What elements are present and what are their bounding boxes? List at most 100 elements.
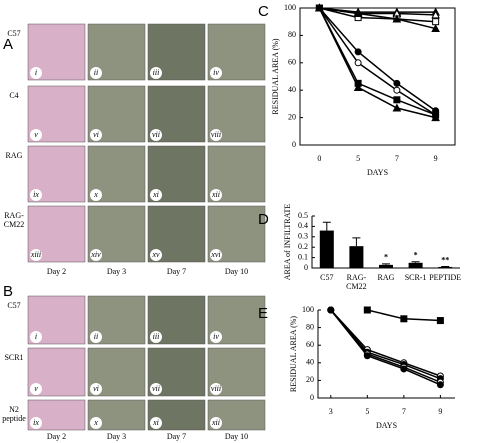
x-tick-label: 9 xyxy=(434,154,438,163)
significance-mark: ** xyxy=(441,255,449,264)
photo-numeral: xi xyxy=(152,190,159,199)
numeral-badge xyxy=(90,417,102,429)
y-tick-label: 40 xyxy=(306,358,314,367)
x-tick-label: 5 xyxy=(356,154,360,163)
point xyxy=(400,365,408,373)
numeral-badge xyxy=(30,249,42,261)
photo-numeral: xii xyxy=(211,190,220,199)
y-tick-label: 0 xyxy=(304,263,308,272)
x-tick-label: 7 xyxy=(395,154,399,163)
numeral-badge xyxy=(150,129,162,141)
row-label: C57 xyxy=(7,29,20,38)
numeral-badge xyxy=(30,383,42,395)
photo-numeral: viii xyxy=(211,384,221,393)
numeral-badge xyxy=(30,67,42,79)
bar xyxy=(349,246,364,268)
photo-numeral: ix xyxy=(33,418,39,427)
photo xyxy=(27,347,86,397)
series-line xyxy=(318,7,436,116)
photo-numeral: iv xyxy=(213,68,219,77)
panel-letter: E xyxy=(258,305,268,322)
column-label: Day 3 xyxy=(107,432,126,441)
error-bar xyxy=(382,263,390,265)
row-label: RAG- xyxy=(4,211,24,220)
point xyxy=(354,48,362,56)
x-tick-label: PEPTIDE xyxy=(429,273,461,282)
point xyxy=(353,82,363,91)
plot-frame xyxy=(299,7,456,146)
photo-numeral: vi xyxy=(93,130,99,139)
y-tick-label: 0.1 xyxy=(298,252,308,261)
photo-numeral: i xyxy=(35,68,37,77)
significance-mark: * xyxy=(384,253,388,262)
x-axis-label: DAYS xyxy=(376,421,397,430)
x-tick-label: RAG- xyxy=(347,273,367,282)
x-tick-label: C57 xyxy=(320,273,333,282)
y-tick-label: 40 xyxy=(288,85,296,94)
x-tick-label: RAG xyxy=(378,273,395,282)
y-axis-label: RESIDUAL AREA (%) xyxy=(289,316,298,392)
error-bar xyxy=(322,221,331,231)
numeral-badge xyxy=(90,331,102,343)
series-line xyxy=(318,7,437,112)
panel-letter: A xyxy=(3,36,13,53)
photo-numeral: i xyxy=(35,332,37,341)
numeral-badge xyxy=(210,189,222,201)
photo-numeral: vii xyxy=(152,384,160,393)
column-label: Day 2 xyxy=(47,267,66,276)
numeral-badge xyxy=(150,417,162,429)
row-label: N2 xyxy=(9,405,19,414)
point xyxy=(392,14,402,23)
row-label: CM22 xyxy=(4,220,24,229)
row-label: peptide xyxy=(2,414,26,423)
error-bar xyxy=(352,237,361,247)
bar xyxy=(438,266,453,268)
point xyxy=(436,381,444,389)
point xyxy=(354,59,362,67)
photo-numeral: v xyxy=(34,130,38,139)
photo-numeral: x xyxy=(93,190,98,199)
numeral-badge xyxy=(210,129,222,141)
column-label: Day 7 xyxy=(167,267,186,276)
photo-numeral: v xyxy=(34,384,38,393)
column-label: Day 10 xyxy=(225,267,248,276)
numeral-badge xyxy=(150,383,162,395)
numeral-badge xyxy=(90,67,102,79)
point xyxy=(353,8,363,17)
numeral-badge xyxy=(90,383,102,395)
series-line xyxy=(330,309,441,377)
numeral-badge xyxy=(210,67,222,79)
series-line xyxy=(330,309,441,383)
row-label: RAG xyxy=(6,151,23,160)
column-label: Day 10 xyxy=(225,432,248,441)
photo-numeral: iv xyxy=(213,332,219,341)
x-tick-label: 5 xyxy=(365,407,369,416)
axes xyxy=(317,310,455,399)
bar xyxy=(319,230,334,268)
y-tick-label: 100 xyxy=(302,305,314,314)
series-line xyxy=(318,7,436,119)
row-label: C4 xyxy=(9,91,18,100)
error-bar xyxy=(441,265,450,267)
point xyxy=(363,352,371,360)
photo-numeral: xvi xyxy=(210,250,220,259)
point xyxy=(393,96,401,104)
y-tick-label: 0.4 xyxy=(298,221,308,230)
point xyxy=(436,317,444,325)
photo-numeral: xiii xyxy=(30,250,41,259)
point xyxy=(363,306,371,314)
series-line xyxy=(319,7,436,23)
numeral-badge xyxy=(150,331,162,343)
numeral-badge xyxy=(30,331,42,343)
column-label: Day 7 xyxy=(167,432,186,441)
y-tick-label: 20 xyxy=(288,112,296,121)
photo-numeral: x xyxy=(93,418,98,427)
y-tick-label: 60 xyxy=(288,58,296,67)
numeral-badge xyxy=(150,67,162,79)
point xyxy=(431,10,440,19)
x-tick-label: 3 xyxy=(329,407,333,416)
x-tick-label: 7 xyxy=(402,407,406,416)
x-tick-label: SCR-1 xyxy=(405,273,427,282)
series-line xyxy=(318,7,437,116)
bar xyxy=(408,262,423,268)
